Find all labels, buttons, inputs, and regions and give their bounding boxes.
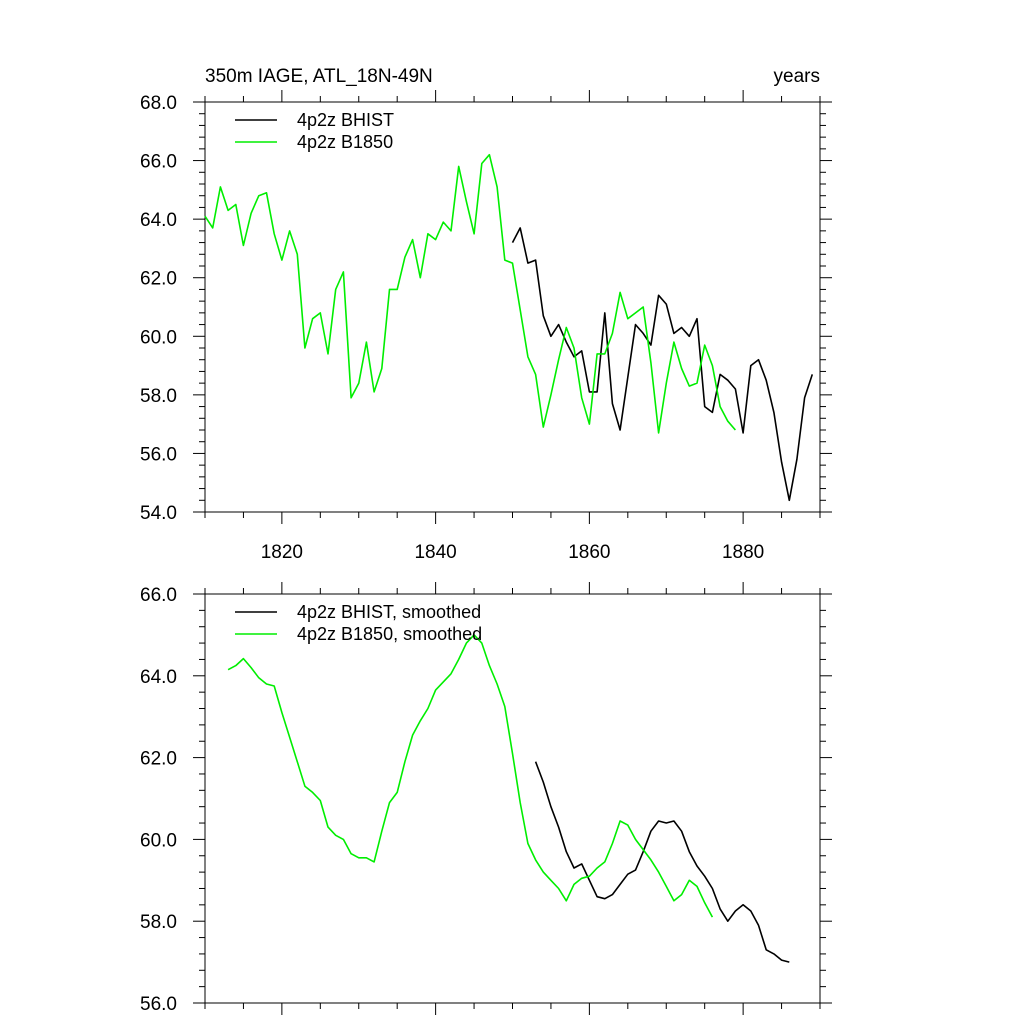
y-tick-label: 68.0 <box>140 93 177 114</box>
legend-label: 4p2z BHIST <box>297 110 394 130</box>
y-tick-label: 60.0 <box>140 327 177 348</box>
y-tick-label: 56.0 <box>140 444 177 465</box>
top-panel: 1820 1840 1860 1880 54.0 56.0 58.0 60.0 62.0 64.0… <box>140 66 832 563</box>
y-tick-label: 62.0 <box>140 749 177 770</box>
legend-label: 4p2z B1850, smoothed <box>297 624 482 644</box>
y-tick-label: 64.0 <box>140 210 177 231</box>
y-tick-label: 58.0 <box>140 912 177 933</box>
y-tick-label: 60.0 <box>140 830 177 851</box>
y-tick-label: 66.0 <box>140 585 177 606</box>
y-tick-label: 62.0 <box>140 269 177 290</box>
bottom-panel: 56.0 58.0 60.0 62.0 64.0 66.0 4p2z BHIST, smoo… <box>140 582 832 1015</box>
x-tick-label: 1860 <box>568 542 610 563</box>
series-line-bhist <box>511 227 814 502</box>
x-tick-label: 1840 <box>414 542 456 563</box>
chart-title: 350m IAGE, ATL_18N-49N <box>205 66 433 87</box>
units-label: years <box>774 66 820 87</box>
x-tick-label: 1820 <box>261 542 303 563</box>
y-tick-label: 66.0 <box>140 152 177 173</box>
plot-frame <box>204 101 821 513</box>
series-line-bhist <box>534 761 790 963</box>
y-tick-label: 58.0 <box>140 386 177 407</box>
legend-label: 4p2z BHIST, smoothed <box>297 602 481 622</box>
y-tick-label: 54.0 <box>140 503 177 524</box>
y-tick-label: 64.0 <box>140 667 177 688</box>
series-line-b1850 <box>227 634 714 918</box>
y-tick-label: 56.0 <box>140 994 177 1015</box>
plot-frame <box>204 593 821 1004</box>
legend-label: 4p2z B1850 <box>297 132 393 152</box>
x-tick-label: 1880 <box>722 542 764 563</box>
series-line-b1850 <box>204 153 737 434</box>
